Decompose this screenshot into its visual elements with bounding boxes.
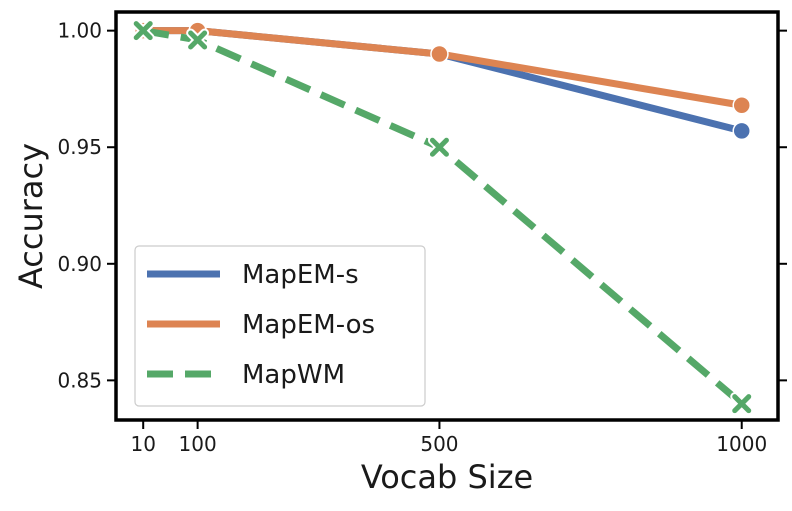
data-point-mapwm <box>730 392 754 416</box>
series-line-mapwm <box>142 27 744 407</box>
legend-label-mapem-s: MapEM-s <box>242 260 359 290</box>
x-tick-label: 1000 <box>716 432 767 456</box>
x-marker <box>732 394 752 414</box>
legend: MapEM-s MapEM-os MapWM <box>134 245 426 407</box>
data-point-mapem-os <box>430 44 449 64</box>
series-line-mapem-os <box>139 27 746 109</box>
legend-box <box>134 245 426 407</box>
y-tick-label: 0.90 <box>57 252 102 276</box>
legend-label-mapwm: MapWM <box>242 360 345 390</box>
plot-frame <box>114 10 780 422</box>
x-tick-label: 500 <box>420 432 458 456</box>
y-tick-label: 0.95 <box>57 135 102 159</box>
axis-ticks: 10 100 500 1000 0.85 0.90 0.95 1.00 <box>57 19 787 456</box>
x-marker <box>188 30 208 50</box>
data-point-mapem-s <box>732 121 751 141</box>
data-point-mapwm <box>131 19 155 43</box>
y-tick-label: 1.00 <box>57 19 102 43</box>
x-tick-label: 10 <box>130 432 155 456</box>
x-tick-label: 100 <box>179 432 217 456</box>
y-axis-label: Accuracy <box>12 143 50 289</box>
x-marker <box>429 137 449 157</box>
data-point-mapwm <box>186 28 210 52</box>
series-layer <box>131 19 754 416</box>
data-point-mapwm <box>427 135 451 159</box>
y-tick-label: 0.85 <box>57 368 102 392</box>
x-axis-label: Vocab Size <box>361 458 533 496</box>
legend-label-mapem-os: MapEM-os <box>242 310 375 340</box>
x-marker <box>133 21 153 41</box>
data-point-mapem-os <box>732 96 751 115</box>
